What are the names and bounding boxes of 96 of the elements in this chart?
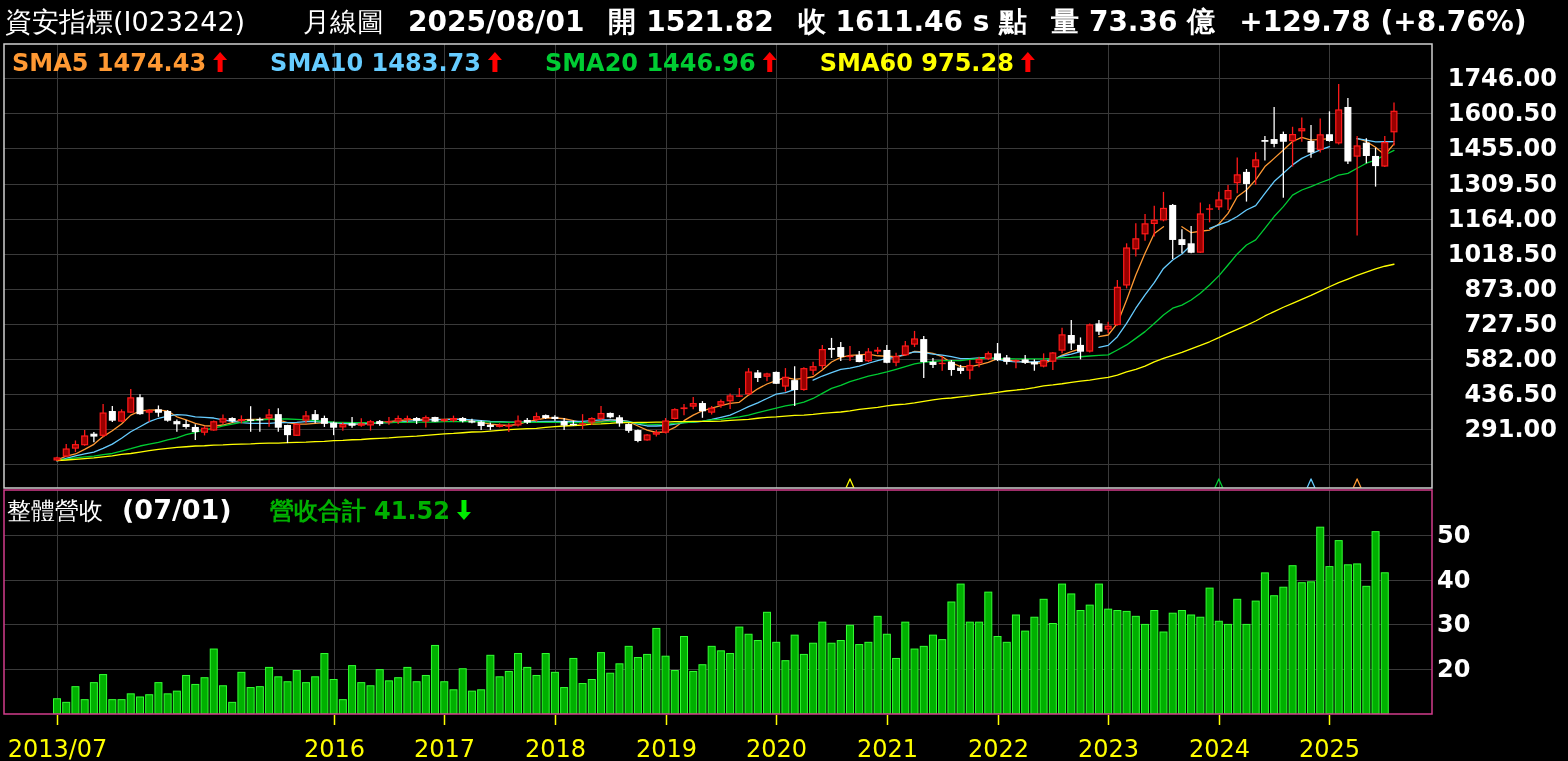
candlestick bbox=[800, 366, 808, 392]
x-tick-label: 2025 bbox=[1298, 735, 1361, 761]
candlestick bbox=[837, 341, 845, 362]
y-tick-label: 1455.00 bbox=[1447, 134, 1557, 163]
candlestick bbox=[1242, 168, 1250, 203]
candlestick bbox=[726, 392, 734, 410]
candlestick bbox=[1058, 327, 1066, 354]
candlestick bbox=[1279, 130, 1287, 199]
candlestick bbox=[247, 405, 255, 433]
candlestick bbox=[1012, 358, 1020, 369]
x-tick-label: 2016 bbox=[303, 735, 366, 761]
subtitle: (07/01) bbox=[122, 494, 232, 525]
x-tick-label: 2021 bbox=[856, 735, 919, 761]
candlestick bbox=[929, 357, 937, 369]
candlestick bbox=[1224, 184, 1232, 211]
y-tick-label: 30 bbox=[1437, 610, 1471, 639]
candlestick bbox=[846, 345, 854, 362]
candlestick bbox=[1252, 151, 1260, 186]
candlestick bbox=[781, 367, 789, 393]
candlestick bbox=[791, 365, 799, 407]
candlestick bbox=[994, 342, 1002, 362]
annotation: 量 73.36 億 bbox=[1051, 5, 1216, 38]
candlestick bbox=[1353, 135, 1361, 237]
x-tick-label: 2013/07 bbox=[7, 735, 108, 761]
candlestick bbox=[1077, 336, 1084, 361]
y-tick-label: 1164.00 bbox=[1447, 204, 1557, 233]
legend-label: 營收合計 41.52 bbox=[269, 497, 450, 525]
candlestick bbox=[274, 407, 282, 433]
candlestick bbox=[1289, 126, 1297, 168]
y-tick-label: 873.00 bbox=[1464, 274, 1557, 303]
annotation: 收 1611.46 s 點 bbox=[797, 5, 1028, 38]
candlestick bbox=[173, 418, 181, 433]
title: 整體營收 bbox=[7, 497, 103, 525]
subtitle: 月線圖 bbox=[303, 6, 385, 37]
legend-label: SMA60 975.28 bbox=[819, 49, 1014, 77]
candlestick bbox=[745, 367, 753, 396]
title: 資安指標(I023242) bbox=[5, 6, 246, 37]
x-tick-label: 2019 bbox=[635, 735, 698, 761]
legend-label: SMA5 1474.43 bbox=[12, 49, 207, 77]
x-tick-label: 2024 bbox=[1188, 735, 1251, 761]
candlestick bbox=[1206, 203, 1214, 223]
legend-label: SMA20 1446.96 bbox=[544, 49, 756, 77]
candlestick bbox=[1233, 156, 1241, 195]
candlestick bbox=[920, 335, 928, 379]
candlestick bbox=[182, 419, 190, 430]
y-tick-label: 1600.50 bbox=[1447, 99, 1557, 128]
y-tick-label: 727.50 bbox=[1464, 310, 1557, 339]
candlestick bbox=[127, 388, 135, 414]
candlestick bbox=[1270, 106, 1278, 148]
candlestick bbox=[1372, 147, 1380, 188]
x-tick-label: 2022 bbox=[967, 735, 1030, 761]
candlestick bbox=[1362, 137, 1370, 164]
x-tick-label: 2020 bbox=[745, 735, 808, 761]
candlestick bbox=[1215, 191, 1223, 211]
candlestick bbox=[1381, 135, 1389, 168]
candlestick bbox=[1141, 213, 1149, 242]
legend-label: SMA10 1483.73 bbox=[270, 49, 481, 77]
candlestick bbox=[1067, 319, 1075, 351]
y-tick-label: 20 bbox=[1437, 655, 1471, 684]
candlestick bbox=[818, 344, 826, 370]
candlestick bbox=[1390, 101, 1398, 147]
candlestick bbox=[385, 416, 393, 426]
candlestick bbox=[809, 361, 817, 376]
candlestick bbox=[1307, 124, 1315, 159]
candlestick bbox=[680, 403, 688, 416]
candlestick bbox=[1150, 205, 1158, 238]
candlestick bbox=[1325, 110, 1333, 143]
y-tick-label: 436.50 bbox=[1464, 380, 1557, 409]
candlestick bbox=[1316, 117, 1324, 154]
y-tick-label: 1746.00 bbox=[1447, 64, 1557, 93]
candlestick bbox=[265, 408, 273, 428]
y-tick-label: 1018.50 bbox=[1447, 239, 1557, 268]
x-tick-label: 2018 bbox=[524, 735, 587, 761]
candlestick bbox=[136, 393, 144, 416]
candlestick bbox=[1261, 135, 1269, 162]
candlestick bbox=[348, 416, 356, 429]
y-tick-label: 50 bbox=[1437, 520, 1471, 549]
candlestick bbox=[99, 403, 107, 438]
x-tick-label: 2017 bbox=[413, 735, 476, 761]
candlestick bbox=[1187, 225, 1195, 254]
y-tick-label: 291.00 bbox=[1464, 415, 1557, 444]
y-tick-label: 40 bbox=[1437, 565, 1471, 594]
y-tick-label: 582.00 bbox=[1464, 345, 1557, 374]
candlestick bbox=[966, 359, 974, 380]
candlestick bbox=[828, 337, 836, 359]
y-tick-label: 1309.50 bbox=[1447, 169, 1557, 198]
annotation: 2025/08/01 bbox=[408, 5, 585, 38]
candlestick bbox=[1132, 222, 1140, 258]
x-tick-label: 2023 bbox=[1077, 735, 1140, 761]
candlestick bbox=[1298, 116, 1306, 143]
annotation: +129.78 (+8.76%) bbox=[1239, 5, 1527, 38]
candlestick bbox=[1178, 228, 1186, 254]
candlestick bbox=[551, 414, 559, 422]
candlestick bbox=[90, 431, 98, 443]
candlestick bbox=[1159, 191, 1167, 223]
annotation: 開 1521.82 bbox=[608, 5, 774, 38]
